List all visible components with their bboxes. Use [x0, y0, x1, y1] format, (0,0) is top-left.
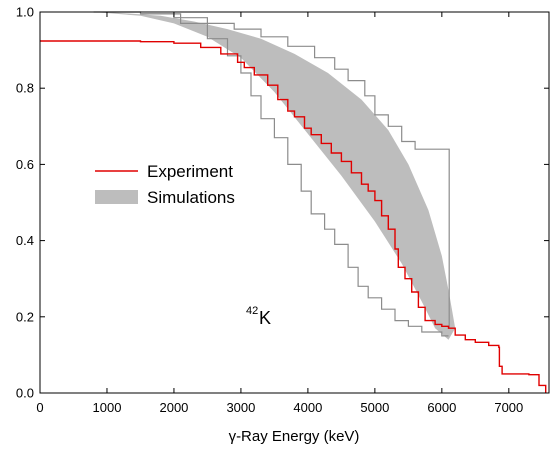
annotation-element: K — [259, 308, 271, 328]
x-tick-label: 7000 — [494, 400, 523, 415]
experiment-line — [40, 40, 547, 393]
legend: Experiment Simulations — [95, 162, 235, 207]
simulations-upper-bound-line — [93, 11, 450, 329]
x-tick-label: 6000 — [427, 400, 456, 415]
y-tick-label: 0.0 — [16, 386, 34, 401]
x-tick-label: 1000 — [93, 400, 122, 415]
legend-label-experiment: Experiment — [147, 162, 233, 181]
plot-frame — [39, 11, 550, 394]
simulations-band — [40, 12, 456, 340]
x-tick-label: 0 — [36, 400, 43, 415]
legend-swatch-simulations — [95, 190, 138, 204]
axis-ticks: 0 1000 2000 3000 4000 5000 6000 7000 0.0 0.2 0.4 0.… — [16, 5, 549, 415]
simulations-lower-bound-line — [140, 13, 449, 337]
y-tick-label: 0.2 — [16, 309, 34, 324]
isotope-annotation: 42 K — [246, 305, 271, 328]
x-tick-label: 2000 — [159, 400, 188, 415]
y-tick-label: 0.4 — [16, 233, 34, 248]
x-tick-label: 5000 — [360, 400, 389, 415]
y-tick-label: 0.6 — [16, 157, 34, 172]
y-tick-label: 0.8 — [16, 81, 34, 96]
x-tick-label: 4000 — [293, 400, 322, 415]
x-tick-label: 3000 — [226, 400, 255, 415]
y-tick-label: 1.0 — [16, 5, 34, 20]
plot-area — [40, 11, 547, 393]
legend-label-simulations: Simulations — [147, 188, 235, 207]
annotation-mass-number: 42 — [246, 305, 258, 317]
x-axis-title: γ-Ray Energy (keV) — [229, 428, 360, 445]
